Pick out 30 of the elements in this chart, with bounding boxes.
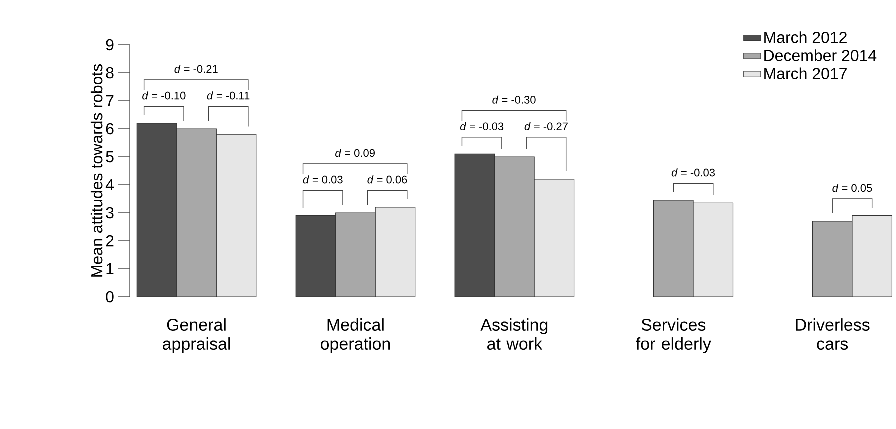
x-tick-label: Driverless cars bbox=[796, 318, 870, 350]
y-axis-title: Mean attitudes towards robots bbox=[90, 64, 103, 277]
annotation: d = -0.03 bbox=[460, 122, 504, 131]
y-tick-label: 3 bbox=[106, 207, 114, 219]
annotation: d = 0.05 bbox=[832, 184, 872, 192]
x-tick-label: Services for elderly bbox=[636, 318, 712, 354]
y-tick-label: 0 bbox=[106, 291, 114, 303]
x-tick-label: Medical operation bbox=[321, 318, 390, 354]
annotation: d = 0.09 bbox=[336, 149, 375, 158]
y-tick-label: 7 bbox=[106, 95, 114, 107]
y-tick-label: 9 bbox=[106, 39, 114, 51]
annotation: d = -0.30 bbox=[492, 96, 536, 104]
y-tick-label: 8 bbox=[106, 67, 114, 79]
annotation: d = -0.21 bbox=[174, 65, 218, 74]
annotation: d = 0.03 bbox=[303, 176, 343, 184]
legend-label: March 2017 bbox=[764, 68, 847, 80]
legend-label: December 2014 bbox=[764, 50, 877, 62]
annotation: d = -0.03 bbox=[672, 168, 716, 177]
annotation: d = -0.10 bbox=[142, 92, 186, 100]
y-tick-label: 1 bbox=[106, 263, 114, 275]
legend-label: March 2012 bbox=[764, 32, 847, 44]
y-tick-label: 5 bbox=[106, 151, 114, 163]
y-tick-label: 4 bbox=[106, 179, 114, 191]
y-tick-label: 2 bbox=[106, 235, 114, 247]
annotation: d = -0.11 bbox=[207, 92, 250, 100]
x-tick-label: Assisting at work bbox=[480, 318, 548, 350]
annotation: d = -0.27 bbox=[524, 122, 568, 131]
annotation: d = 0.06 bbox=[368, 176, 408, 184]
y-tick-label: 6 bbox=[106, 123, 114, 135]
x-tick-label: General appraisal bbox=[162, 318, 230, 354]
